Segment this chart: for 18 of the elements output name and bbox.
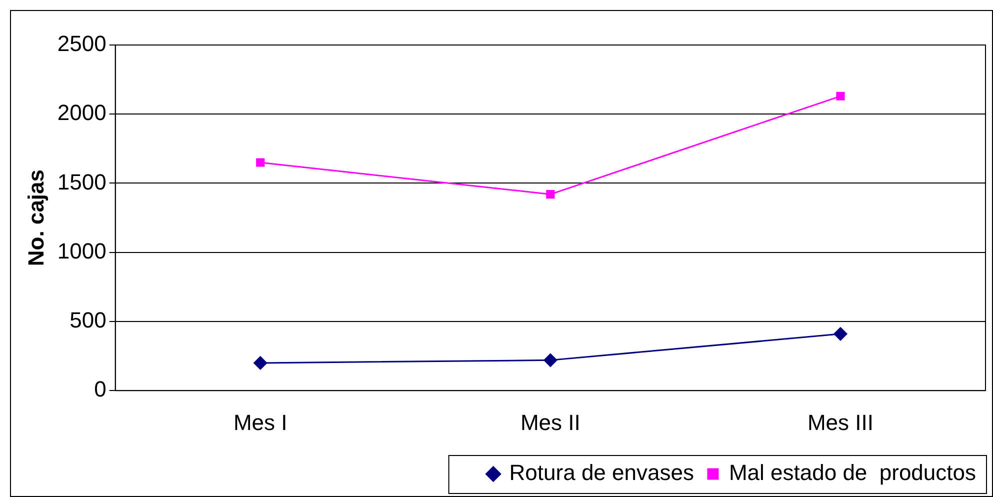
point — [836, 92, 845, 100]
x-tick-label: Mes III — [807, 410, 874, 435]
x-tick-label: Mes I — [233, 410, 288, 435]
point — [834, 327, 848, 341]
y-tick-label: 1500 — [57, 169, 106, 194]
x-tick-label: Mes II — [520, 410, 580, 435]
point — [544, 353, 558, 367]
y-tick-label: 500 — [70, 308, 106, 333]
legend-label: Mal estado de productos — [728, 460, 976, 486]
y-axis-title: No. cajas — [23, 169, 48, 266]
y-tick-label: 2000 — [57, 100, 106, 126]
y-tick-label: 0 — [94, 376, 106, 402]
legend-label: Rotura de envases — [509, 460, 694, 486]
y-tick-label: 1000 — [57, 238, 106, 264]
point — [254, 356, 268, 370]
y-tick-label: 2500 — [57, 31, 106, 56]
point — [256, 158, 265, 167]
point — [546, 190, 555, 199]
